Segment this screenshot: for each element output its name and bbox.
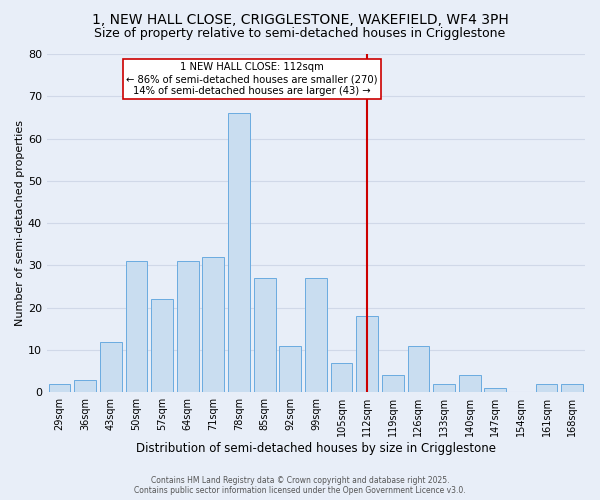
Bar xyxy=(202,257,224,392)
Bar xyxy=(74,380,96,392)
Bar xyxy=(151,300,173,392)
Bar xyxy=(280,346,301,393)
X-axis label: Distribution of semi-detached houses by size in Crigglestone: Distribution of semi-detached houses by … xyxy=(136,442,496,455)
Bar xyxy=(356,316,378,392)
Bar xyxy=(125,261,148,392)
Bar xyxy=(254,278,275,392)
Bar xyxy=(407,346,429,393)
Bar xyxy=(49,384,70,392)
Bar xyxy=(536,384,557,392)
Text: Size of property relative to semi-detached houses in Crigglestone: Size of property relative to semi-detach… xyxy=(94,28,506,40)
Bar xyxy=(177,261,199,392)
Bar xyxy=(484,388,506,392)
Y-axis label: Number of semi-detached properties: Number of semi-detached properties xyxy=(15,120,25,326)
Bar xyxy=(433,384,455,392)
Text: Contains HM Land Registry data © Crown copyright and database right 2025.
Contai: Contains HM Land Registry data © Crown c… xyxy=(134,476,466,495)
Bar xyxy=(228,113,250,392)
Bar xyxy=(305,278,327,392)
Bar xyxy=(459,376,481,392)
Text: 1 NEW HALL CLOSE: 112sqm
← 86% of semi-detached houses are smaller (270)
14% of : 1 NEW HALL CLOSE: 112sqm ← 86% of semi-d… xyxy=(126,62,377,96)
Bar xyxy=(331,362,352,392)
Text: 1, NEW HALL CLOSE, CRIGGLESTONE, WAKEFIELD, WF4 3PH: 1, NEW HALL CLOSE, CRIGGLESTONE, WAKEFIE… xyxy=(92,12,508,26)
Bar xyxy=(100,342,122,392)
Bar xyxy=(561,384,583,392)
Bar xyxy=(382,376,404,392)
